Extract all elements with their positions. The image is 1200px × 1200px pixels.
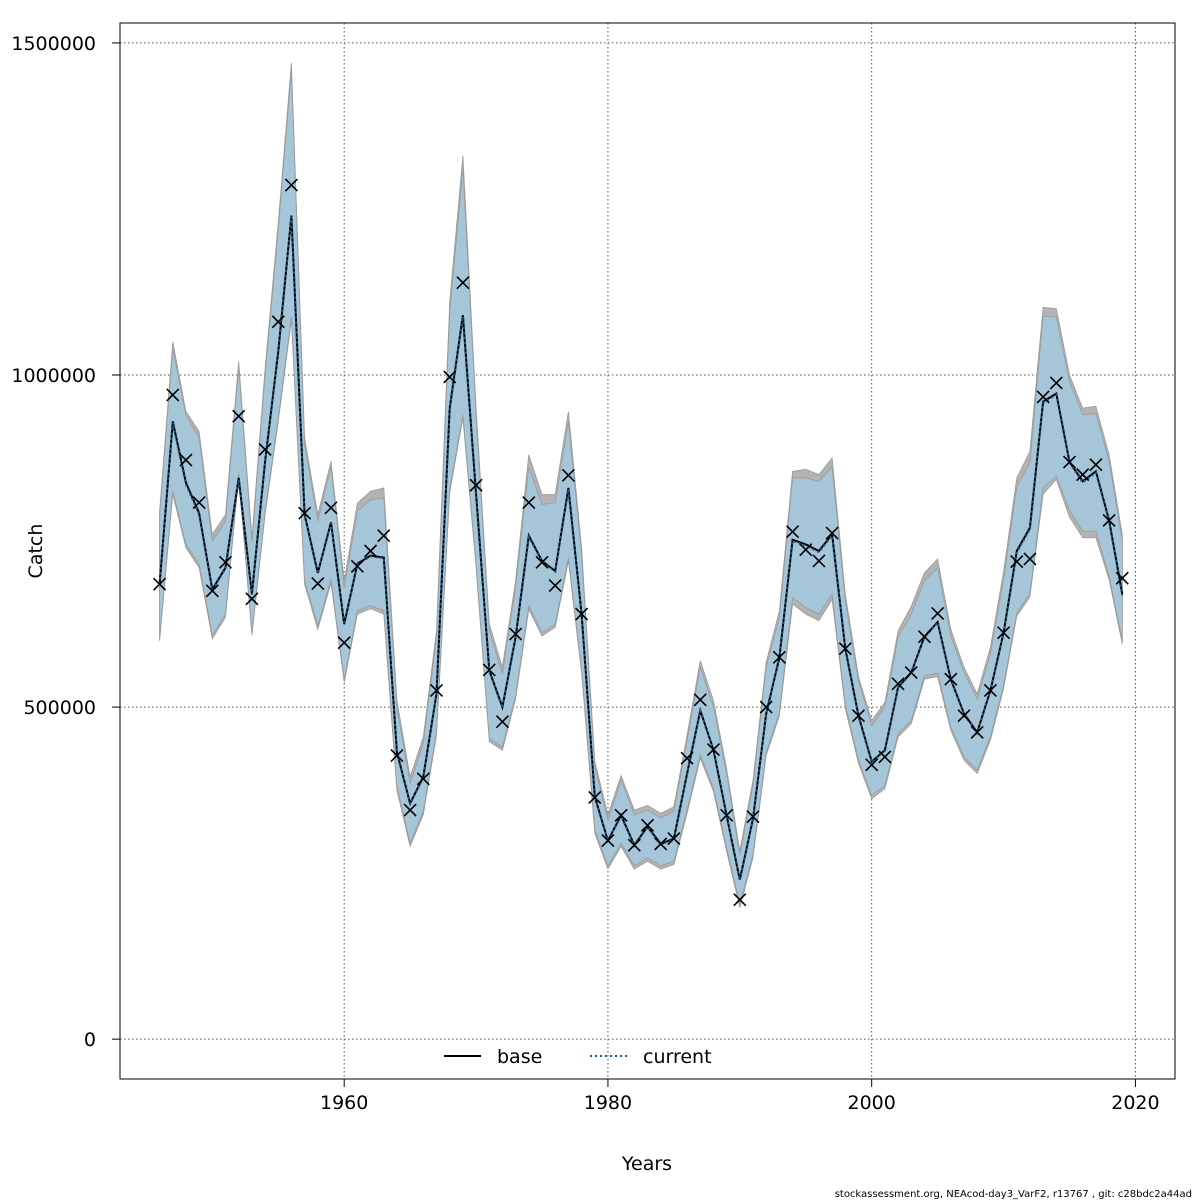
- catch-marker-1987: [693, 693, 707, 707]
- catch-marker-1986: [680, 751, 694, 765]
- confidence-bands: [159, 62, 1123, 908]
- catch-marker-1947: [166, 388, 180, 402]
- catch-marker-1946: [152, 577, 167, 591]
- y-tick-label-0: 0: [84, 1029, 96, 1051]
- catch-marker-1967: [429, 683, 444, 698]
- catch-marker-1977: [561, 468, 575, 482]
- y-tick-label-1000000: 1000000: [11, 365, 96, 387]
- catch-marker-1957: [298, 506, 312, 520]
- catch-marker-1961: [350, 559, 364, 573]
- legend-base-label: base: [497, 1046, 542, 1068]
- y-axis-title: Catch: [25, 524, 47, 579]
- catch-marker-1996: [812, 554, 826, 568]
- catch-marker-2018: [1102, 513, 1116, 528]
- catch-marker-1958: [311, 576, 325, 591]
- catch-marker-1970: [469, 478, 483, 492]
- x-tick-label-2020: 2020: [1111, 1092, 1159, 1114]
- catch-marker-1984: [654, 837, 668, 851]
- catch-marker-2007: [957, 709, 971, 723]
- catch-marker-1980: [601, 834, 615, 848]
- catch-marker-2012: [1023, 552, 1037, 566]
- catch-marker-1965: [403, 803, 417, 817]
- catch-marker-2013: [1036, 390, 1050, 404]
- catch-marker-1985: [667, 832, 681, 846]
- catch-marker-2017: [1089, 458, 1103, 472]
- catch-marker-1999: [851, 709, 866, 723]
- catch-marker-1948: [179, 453, 193, 467]
- catch-marker-1988: [706, 743, 721, 757]
- plot-frame: [119, 22, 1176, 1080]
- catch-marker-1991: [746, 810, 760, 824]
- y-tick-label-500000: 500000: [23, 697, 96, 719]
- catch-marker-1982: [627, 838, 641, 852]
- catch-marker-1975: [535, 555, 549, 569]
- catch-marker-2001: [878, 750, 892, 764]
- grid-layer: [120, 23, 1175, 1079]
- x-tick-label-2000: 2000: [848, 1092, 896, 1114]
- legend: base current: [444, 1046, 712, 1068]
- catch-marker-2005: [931, 606, 945, 620]
- catch-marker-1976: [548, 578, 562, 593]
- catch-marker-1989: [720, 808, 734, 822]
- catch-marker-1953: [245, 592, 259, 606]
- catch-marker-1962: [363, 544, 378, 558]
- current-band: [159, 69, 1123, 905]
- catch-marker-1992: [759, 700, 773, 714]
- catch-marker-2016: [1076, 468, 1090, 482]
- catch-marker-1972: [495, 715, 510, 729]
- catch-marker-1955: [271, 315, 285, 329]
- catch-marker-1969: [456, 276, 470, 290]
- catch-marker-1952: [232, 409, 246, 423]
- catch-marker-2011: [1010, 555, 1024, 569]
- catch-marker-1950: [205, 584, 219, 598]
- catch-marker-1983: [640, 818, 655, 832]
- catch-marker-2003: [904, 665, 918, 680]
- catch-marker-2002: [891, 677, 905, 691]
- catch-marker-1954: [258, 442, 272, 456]
- catch-marker-1994: [785, 525, 800, 539]
- catch-marker-1960: [337, 636, 351, 650]
- catch-marker-1966: [416, 772, 430, 786]
- catch-marker-1973: [509, 627, 523, 641]
- catch-marker-1956: [284, 178, 299, 192]
- catch-marker-2006: [944, 672, 958, 686]
- catch-marker-2010: [996, 626, 1011, 640]
- catch-marker-2019: [1115, 571, 1129, 585]
- x-tick-label-1960: 1960: [320, 1092, 368, 1114]
- catch-marker-1963: [377, 529, 391, 543]
- catch-marker-1997: [825, 526, 839, 540]
- axes: 1960 1980 2000 2020 0 500000 1000000 1500000: [11, 33, 1159, 1114]
- catch-marker-1968: [443, 370, 457, 384]
- catch-marker-1959: [324, 501, 338, 515]
- catch-marker-1964: [390, 748, 404, 763]
- catch-marker-1978: [574, 607, 589, 621]
- catch-marker-1981: [614, 808, 628, 822]
- catch-marker-2008: [970, 725, 984, 739]
- catch-marker-2014: [1049, 376, 1063, 390]
- catch-marker-2015: [1062, 455, 1077, 469]
- catch-marker-2009: [983, 683, 997, 698]
- series-lines: [158, 215, 1124, 881]
- catch-marker-1951: [218, 555, 233, 569]
- catch-marker-1995: [799, 543, 813, 557]
- catch-marker-1990: [733, 893, 747, 907]
- catch-marker-1971: [482, 663, 496, 677]
- catch-marker-2004: [917, 630, 932, 644]
- catch-marker-1998: [838, 642, 852, 656]
- legend-current-label: current: [643, 1046, 712, 1068]
- y-tick-label-1500000: 1500000: [11, 33, 96, 55]
- footnote: stockassessment.org, NEAcod-day3_VarF2, …: [835, 1189, 1192, 1200]
- catch-marker-1993: [772, 650, 786, 664]
- catch-marker-1979: [588, 790, 602, 804]
- x-tick-label-1980: 1980: [584, 1092, 632, 1114]
- catch-marker-1974: [522, 495, 536, 510]
- catch-marker-1949: [192, 495, 206, 510]
- catch-marker-2000: [865, 758, 879, 772]
- catch-markers: [152, 178, 1129, 907]
- x-axis-title: Years: [621, 1153, 672, 1175]
